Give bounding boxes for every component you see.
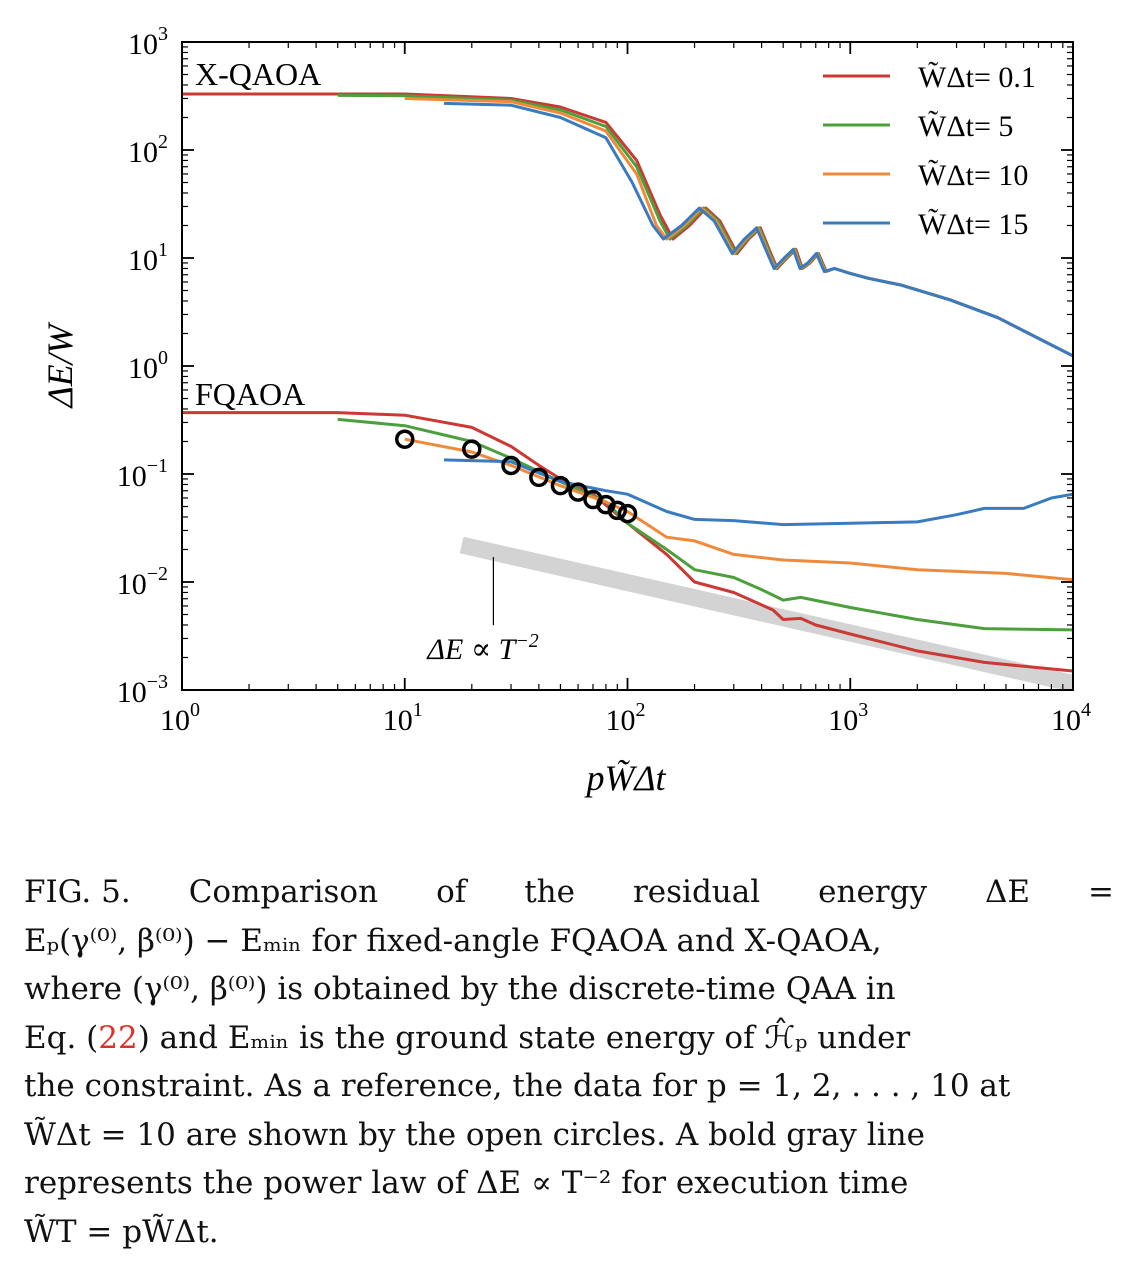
y-tick-exponent: 2	[158, 131, 168, 153]
legend-label-2: W̃Δt= 10	[918, 159, 1028, 192]
open-circle-marker	[395, 429, 415, 449]
caption-line-4: Eq. (22) and Eₘᵢₙ is the ground state en…	[24, 1014, 1114, 1063]
x-axis-label: pW̃Δt	[583, 758, 666, 798]
legend: W̃Δt= 0.1 W̃Δt= 5 W̃Δt= 10 W̃Δt= 15	[823, 61, 1036, 241]
plot-area	[182, 92, 1073, 690]
y-tick-exponent: 3	[158, 23, 168, 45]
caption-text: Eq. (	[24, 1019, 99, 1056]
open-circle-marker	[462, 439, 482, 459]
caption-word: residual	[632, 874, 761, 910]
y-tick-exponent: −1	[147, 455, 168, 477]
x-tick-exponent: 1	[413, 699, 423, 721]
x-tick-label: 101	[383, 699, 423, 737]
caption-line-5: the constraint. As a reference, the data…	[24, 1068, 1011, 1104]
x-tick-label: 104	[1051, 699, 1091, 737]
caption-line-1: FIG. 5. Comparison of the residual energ…	[24, 868, 1114, 917]
open-circle-marker	[529, 467, 549, 488]
legend-label-1: W̃Δt= 5	[918, 110, 1013, 143]
y-tick-exponent: 0	[158, 347, 168, 369]
caption-text: ) and Eₘᵢₙ is the ground state energy of…	[137, 1019, 911, 1056]
open-circle-marker	[568, 482, 588, 502]
caption-line-8: W̃T = pW̃Δt.	[24, 1213, 219, 1250]
caption-line-7: represents the power law of ΔE ∝ T⁻² for…	[24, 1165, 909, 1201]
x-tick-label: 102	[606, 699, 646, 737]
fqaoa-series-line-1	[337, 417, 1073, 632]
legend-label-3: W̃Δt= 15	[918, 208, 1028, 241]
y-tick-label: 10−1	[117, 455, 168, 493]
y-tick-label: 100	[128, 347, 168, 385]
caption-word: Comparison	[188, 874, 379, 910]
open-circle-marker	[550, 475, 571, 496]
annotation-exponent: −2	[515, 630, 539, 652]
figure-5-chart: ΔE ∝ T−2 100 101 102 103 10410310210110010−1…	[40, 23, 1091, 798]
y-tick-label: 10−3	[117, 671, 168, 709]
equation-reference-link[interactable]: 22	[98, 1019, 138, 1056]
caption-line-2: Eₚ(γ⁽⁰⁾, β⁽⁰⁾) − Eₘᵢₙ for fixed-angle FQ…	[24, 922, 882, 959]
y-axis-label: ΔE/W	[40, 321, 80, 409]
xqaoa-series-line-3	[443, 101, 1073, 358]
caption-word: ΔE	[984, 874, 1030, 910]
legend-label-0: W̃Δt= 0.1	[918, 61, 1036, 94]
annotation-power-law-label: ΔE ∝ T−2	[426, 630, 538, 666]
x-tick-exponent: 0	[190, 699, 200, 721]
label-fqaoa: FQAOA	[195, 376, 305, 412]
x-tick-exponent: 3	[858, 699, 868, 721]
caption-word: =	[1087, 874, 1114, 910]
y-tick-label: 103	[128, 23, 168, 61]
caption-word: the	[524, 874, 575, 910]
x-tick-exponent: 4	[1081, 699, 1091, 721]
y-tick-label: 101	[128, 239, 168, 277]
x-tick-label: 100	[160, 699, 200, 737]
y-tick-exponent: −3	[147, 671, 168, 693]
y-tick-exponent: −2	[147, 563, 168, 585]
y-tick-label: 102	[128, 131, 168, 169]
label-xqaoa: X-QAOA	[195, 56, 321, 92]
open-circle-marker	[617, 503, 638, 524]
open-circle-marker	[607, 500, 628, 521]
x-tick-exponent: 2	[636, 699, 646, 721]
caption-line-3: where (γ⁽⁰⁾, β⁽⁰⁾) is obtained by the di…	[24, 971, 896, 1007]
y-tick-exponent: 1	[158, 239, 168, 261]
caption-word: FIG. 5.	[24, 874, 131, 910]
fqaoa-series-line-0	[182, 411, 1073, 673]
caption-line-6: W̃Δt = 10 are shown by the open circles.…	[24, 1116, 925, 1153]
y-tick-label: 10−2	[117, 563, 168, 601]
figure-caption: FIG. 5. Comparison of the residual energ…	[24, 868, 1114, 1256]
open-circle-marker	[501, 455, 521, 476]
x-tick-label: 103	[828, 699, 868, 737]
caption-word: energy	[818, 874, 927, 910]
caption-word: of	[436, 874, 467, 910]
